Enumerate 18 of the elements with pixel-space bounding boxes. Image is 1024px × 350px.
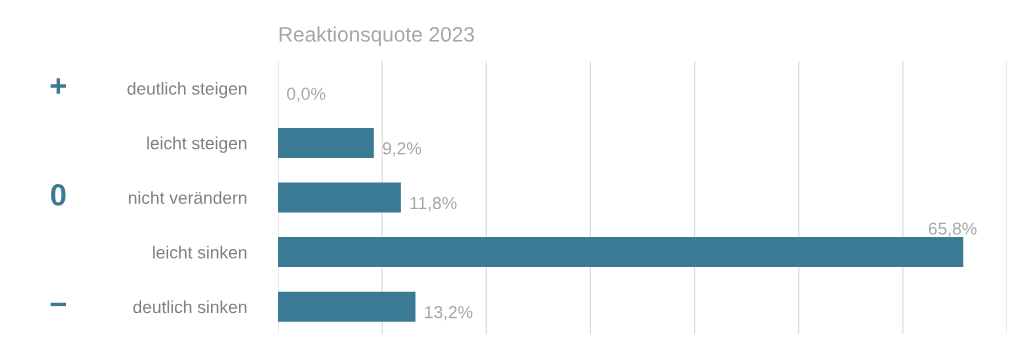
data-label: 65,8%	[928, 222, 977, 237]
data-label: 9,2%	[382, 142, 422, 157]
y-tick-label: leicht steigen	[147, 136, 247, 153]
y-tick-label: deutlich sinken	[133, 300, 247, 314]
chart-title: Reaktionsquote 2023	[279, 26, 474, 46]
y-tick-label: leicht sinken	[153, 245, 247, 259]
text: +	[50, 78, 67, 94]
bar	[278, 291, 416, 322]
bar	[278, 237, 964, 268]
text: −	[50, 302, 66, 307]
bar	[278, 127, 374, 158]
data-label: 0,0%	[287, 87, 326, 102]
bar	[278, 182, 401, 213]
data-label: 11,8%	[410, 196, 457, 212]
text: 0	[51, 184, 66, 206]
data-label: 13,2%	[425, 306, 473, 321]
y-tick-label: nicht verändern	[128, 191, 247, 204]
y-tick-label: deutlich steigen	[127, 82, 247, 99]
